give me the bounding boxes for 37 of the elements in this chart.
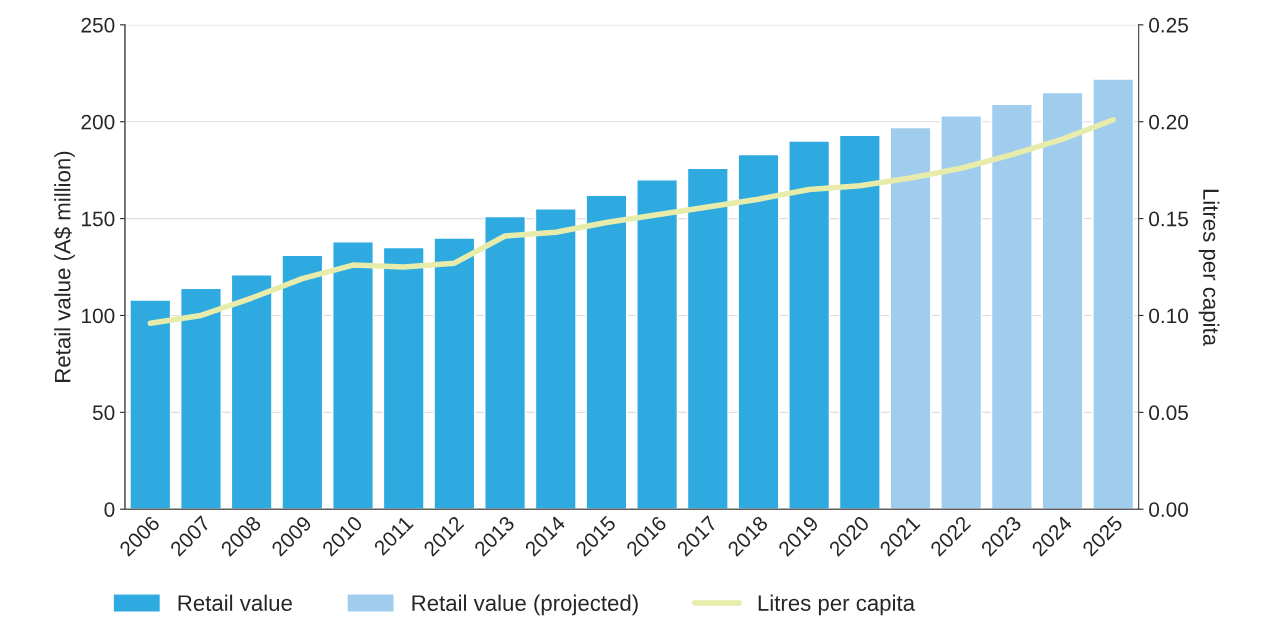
bar (230, 274, 273, 510)
y-axis-title: Retail value (A$ million) (53, 151, 75, 382)
legend-label: Retail value (178, 594, 292, 611)
y-tick-label: 150 (82, 211, 115, 227)
bar (433, 237, 476, 510)
y2-tick-label: 0.25 (1149, 17, 1188, 33)
bar (585, 194, 628, 510)
bar (534, 208, 577, 510)
y-tick-label: 200 (81, 114, 115, 130)
bar (889, 126, 932, 510)
bar (737, 153, 780, 510)
y2-axis-title: Litres per capita (1198, 189, 1220, 347)
y-tick-label: 50 (92, 405, 115, 421)
bar (332, 241, 374, 510)
bar (382, 246, 425, 510)
legend-label: Retail value (projected) (412, 594, 638, 616)
y2-tick-label: 0.20 (1149, 114, 1189, 130)
bar (686, 167, 729, 510)
bar (990, 103, 1033, 510)
y-tick-label: 100 (82, 308, 115, 324)
bar (484, 215, 527, 510)
bar (940, 115, 983, 510)
bar (1041, 91, 1084, 510)
y2-tick-label: 0.05 (1149, 405, 1188, 421)
y-tick-label: 0 (104, 502, 115, 517)
bar (1092, 78, 1135, 510)
y2-tick-label: 0.10 (1149, 308, 1189, 324)
bar (180, 287, 222, 510)
y2-tick-label: 0.00 (1149, 502, 1189, 517)
bar (788, 140, 831, 510)
legend-label: Litres per capita (758, 594, 916, 616)
y2-tick-label: 0.15 (1149, 211, 1188, 227)
y-tick-label: 250 (81, 17, 115, 33)
bar (281, 254, 324, 510)
bar (636, 179, 679, 510)
bar (129, 299, 172, 510)
bar (838, 134, 881, 510)
